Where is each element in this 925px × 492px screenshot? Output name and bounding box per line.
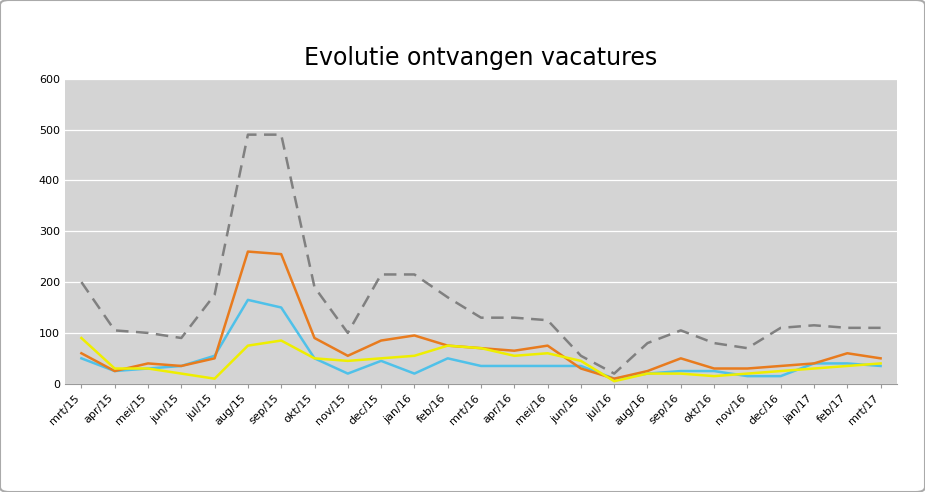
Title: Evolutie ontvangen vacatures: Evolutie ontvangen vacatures <box>304 46 658 70</box>
